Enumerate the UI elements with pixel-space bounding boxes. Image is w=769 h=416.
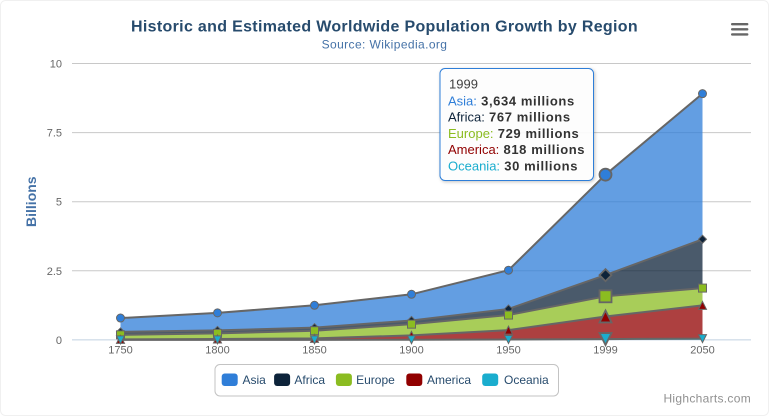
svg-text:America: 818 millions: America: 818 millions [448, 142, 585, 157]
svg-text:2.5: 2.5 [47, 266, 62, 278]
svg-text:10: 10 [50, 59, 62, 71]
svg-text:Europe: 729 millions: Europe: 729 millions [448, 126, 579, 141]
svg-text:1900: 1900 [399, 345, 423, 357]
svg-text:1750: 1750 [108, 345, 132, 357]
svg-text:1850: 1850 [302, 345, 326, 357]
svg-text:Source: Wikipedia.org: Source: Wikipedia.org [322, 38, 448, 52]
svg-text:1999: 1999 [593, 345, 617, 357]
svg-text:America: America [427, 373, 471, 387]
svg-text:Africa: Africa [294, 373, 325, 387]
svg-text:Asia: Asia [243, 373, 267, 387]
svg-text:1950: 1950 [496, 345, 520, 357]
svg-text:5: 5 [56, 197, 62, 209]
svg-text:Europe: Europe [356, 373, 395, 387]
svg-text:Historic and Estimated Worldwi: Historic and Estimated Worldwide Populat… [131, 19, 638, 36]
svg-text:Oceania: 30 millions: Oceania: 30 millions [448, 158, 578, 173]
svg-text:7.5: 7.5 [47, 128, 62, 140]
svg-text:Asia: 3,634 millions: Asia: 3,634 millions [448, 94, 575, 109]
svg-text:1999: 1999 [449, 77, 478, 92]
svg-text:Highcharts.com: Highcharts.com [663, 392, 751, 406]
svg-text:2050: 2050 [690, 345, 714, 357]
svg-text:0: 0 [56, 335, 62, 347]
svg-text:1800: 1800 [205, 345, 229, 357]
svg-text:Billions: Billions [23, 176, 39, 227]
svg-text:Oceania: Oceania [504, 373, 549, 387]
svg-text:Africa: 767 millions: Africa: 767 millions [448, 110, 571, 125]
